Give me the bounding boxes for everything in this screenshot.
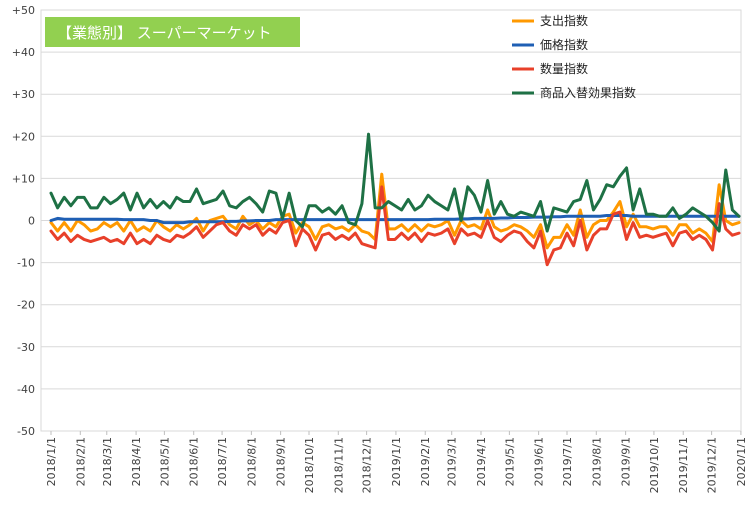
y-tick-label: -40 xyxy=(17,383,35,396)
x-tick-label: 2018/4/1 xyxy=(130,437,143,486)
chart-title-box: 【業態別】 スーパーマーケット xyxy=(45,17,300,47)
y-tick-label: -20 xyxy=(17,299,35,312)
series-line-3 xyxy=(49,132,741,233)
x-tick-label: 2019/10/1 xyxy=(648,437,661,493)
x-tick-label: 2019/11/1 xyxy=(677,437,690,493)
x-tick-label: 2018/9/1 xyxy=(275,437,288,486)
x-tick-label: 2019/12/1 xyxy=(706,437,719,493)
x-tick-label: 2018/2/1 xyxy=(74,437,87,486)
x-tick-label: 2018/11/1 xyxy=(332,437,345,493)
y-tick-label: +10 xyxy=(12,172,35,185)
y-tick-label: -50 xyxy=(17,425,35,438)
x-tick-label: 2019/2/1 xyxy=(419,437,432,486)
y-tick-label: +30 xyxy=(12,88,35,101)
x-axis-ticks: 2018/1/1 2018/2/1 2018/3/1 2018/4/1 2018/5/1… xyxy=(45,431,745,493)
x-tick-label: 2019/1/1 xyxy=(390,437,403,486)
y-tick-label: -30 xyxy=(17,341,35,354)
x-tick-label: 2019/5/1 xyxy=(503,437,516,486)
series-line-1 xyxy=(49,213,741,225)
x-tick-label: 2019/7/1 xyxy=(561,437,574,486)
x-tick-label: 2018/6/1 xyxy=(188,437,201,486)
x-tick-label: 2019/6/1 xyxy=(533,437,546,486)
series-line-0 xyxy=(49,172,741,250)
y-tick-label: 0 xyxy=(28,215,35,228)
y-tick-label: +40 xyxy=(12,46,35,59)
x-tick-label: 2019/4/1 xyxy=(475,437,488,486)
chart-title-background xyxy=(45,17,300,47)
x-tick-label: 2019/9/1 xyxy=(620,437,633,486)
legend-label-2: 数量指数 xyxy=(540,61,588,76)
x-tick-label: 2018/5/1 xyxy=(158,437,171,486)
plot-area-border xyxy=(40,9,742,432)
x-tick-label: 2018/12/1 xyxy=(361,437,374,493)
y-tick-label: -10 xyxy=(17,257,35,270)
x-tick-label: 2018/1/1 xyxy=(45,437,58,486)
chart-title: 【業態別】 スーパーマーケット xyxy=(57,24,272,42)
legend-label-3: 商品入替効果指数 xyxy=(540,85,636,100)
y-axis-ticks: +50 +40 +30 +20 +10 0 -10 -20 -30 -40 -50 xyxy=(12,4,35,438)
x-tick-label: 2018/7/1 xyxy=(216,437,229,486)
x-tick-label: 2019/8/1 xyxy=(590,437,603,486)
x-tick-label: 2019/3/1 xyxy=(446,437,459,486)
y-tick-label: +50 xyxy=(12,4,35,17)
series-line-2 xyxy=(49,185,741,267)
x-tick-label: 2018/10/1 xyxy=(303,437,316,493)
x-tick-label: 2018/3/1 xyxy=(101,437,114,486)
x-tick-label: 2018/8/1 xyxy=(245,437,258,486)
series-layer xyxy=(49,132,741,267)
legend-label-1: 価格指数 xyxy=(540,37,588,52)
x-tick-label: 2020/1/1 xyxy=(735,437,745,486)
y-tick-label: +20 xyxy=(12,130,35,143)
legend-label-0: 支出指数 xyxy=(540,13,588,28)
